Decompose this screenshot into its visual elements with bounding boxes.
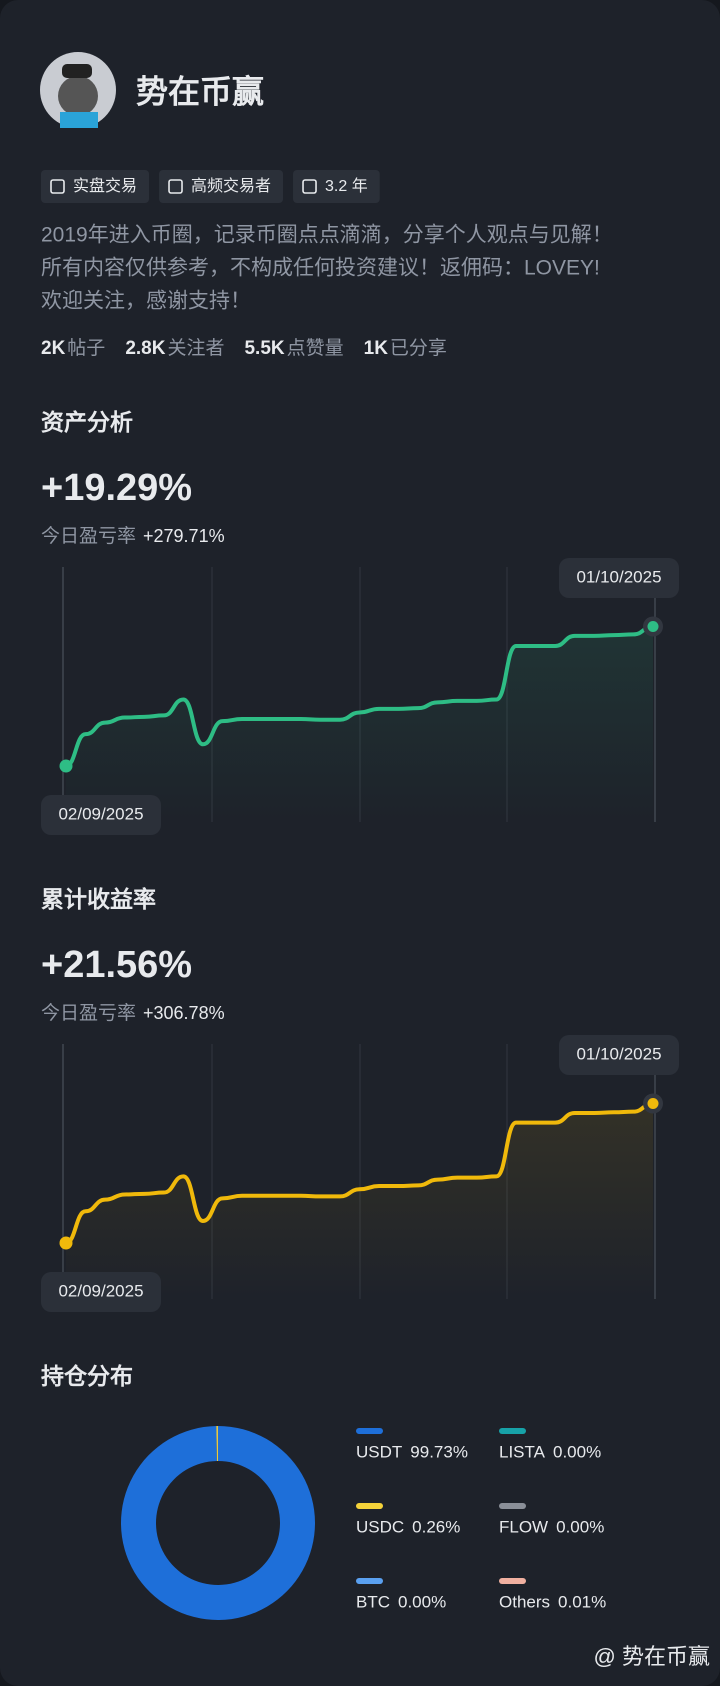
user-name: 势在币赢 [136, 73, 264, 109]
legend-name: Others [499, 1592, 550, 1611]
legend-swatch [356, 1503, 383, 1509]
tag-bg [159, 170, 284, 203]
today-value: +279.71% [143, 526, 225, 546]
legend-name: USDT [356, 1442, 402, 1461]
stat-label: 点赞量 [287, 337, 344, 359]
today-value: +306.78% [143, 1003, 225, 1023]
legend-value: 0.00% [398, 1592, 446, 1611]
date-badge [559, 558, 679, 598]
legend-swatch [499, 1578, 526, 1584]
avatar-shirt [60, 112, 98, 128]
legend-swatch [356, 1578, 383, 1584]
stat-label: 帖子 [67, 337, 105, 359]
watermark: @ 势在币赢 [594, 1644, 710, 1669]
start-date: 02/09/2025 [58, 804, 143, 823]
tag-bg [293, 170, 380, 203]
tag[interactable]: 高频交易者 [159, 170, 284, 203]
legend-value: 0.00% [553, 1442, 601, 1461]
tag[interactable]: 3.2 年 [293, 170, 380, 203]
tag-icon [50, 179, 65, 194]
line-series [64, 1101, 655, 1245]
start-date: 02/09/2025 [58, 1281, 143, 1300]
legend-value: 0.26% [412, 1517, 460, 1536]
legend-swatch [499, 1503, 526, 1509]
stat-label: 已分享 [390, 337, 447, 359]
legend-swatch [499, 1428, 526, 1434]
legend-name: USDC [356, 1517, 404, 1536]
stat-value: 2K [41, 338, 66, 359]
stat-label: 关注者 [167, 337, 224, 359]
headline-return: +21.56% [41, 944, 192, 986]
date-badge [41, 1272, 161, 1312]
bio-line: 所有内容仅供参考，不构成任何投资建议！返佣码：LOVEY! [41, 257, 600, 280]
legend-swatch [356, 1428, 383, 1434]
legend-value: 0.00% [556, 1517, 604, 1536]
legend-name: BTC [356, 1592, 390, 1611]
stat-value: 5.5K [244, 338, 284, 359]
section-title: 资产分析 [41, 409, 133, 435]
date-badge [41, 795, 161, 835]
end-point [647, 1098, 659, 1109]
today-label: 今日盈亏率 [41, 1002, 136, 1024]
tag[interactable]: 实盘交易 [41, 170, 150, 203]
tag-icon [302, 179, 317, 194]
date-badge [559, 1035, 679, 1075]
tag-label: 3.2 年 [325, 177, 368, 195]
headline-return: +19.29% [41, 467, 192, 509]
stat-value: 2.8K [125, 338, 165, 359]
legend-value: 99.73% [410, 1442, 468, 1461]
tag-label: 实盘交易 [73, 176, 137, 195]
bio-line: 欢迎关注，感谢支持！ [41, 290, 251, 313]
legend-name: LISTA [499, 1442, 546, 1461]
donut-slice [120, 1426, 315, 1620]
section-title: 累计收益率 [41, 886, 156, 912]
avatar-cap [62, 64, 92, 78]
end-date: 01/10/2025 [576, 567, 661, 586]
donut-slice [216, 1426, 218, 1462]
section-title: 持仓分布 [41, 1363, 133, 1389]
bio-line: 2019年进入币圈，记录币圈点点滴滴，分享个人观点与见解！ [41, 224, 613, 247]
line-series [64, 624, 655, 768]
today-label: 今日盈亏率 [41, 525, 136, 547]
tag-label: 高频交易者 [191, 177, 271, 195]
end-point [647, 621, 659, 632]
start-point [59, 759, 73, 773]
tag-icon [168, 179, 183, 194]
tag-bg [41, 170, 150, 203]
legend-value: 0.01% [558, 1592, 606, 1611]
start-point [59, 1236, 73, 1250]
end-date: 01/10/2025 [576, 1044, 661, 1063]
stat-value: 1K [364, 338, 389, 359]
avatar-face [58, 76, 98, 116]
legend-name: FLOW [499, 1517, 548, 1536]
